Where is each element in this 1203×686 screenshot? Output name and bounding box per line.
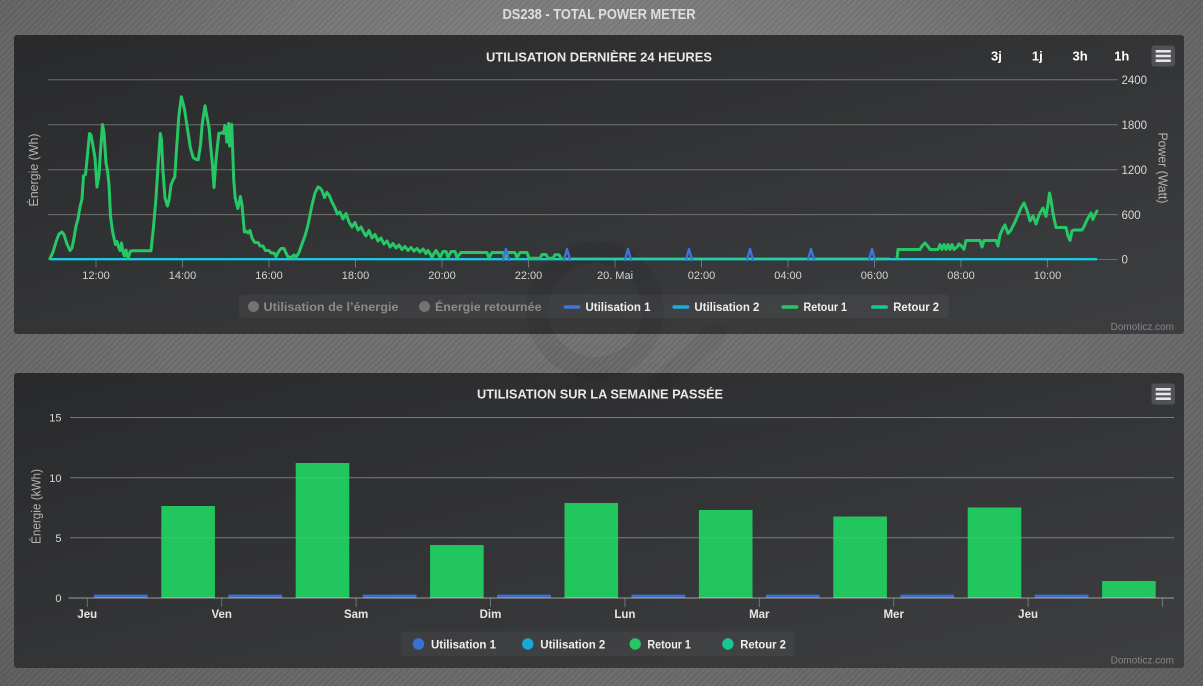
svg-text:Énergie (kWh): Énergie (kWh) — [28, 469, 43, 544]
svg-text:Utilisation 2: Utilisation 2 — [694, 300, 759, 314]
svg-text:Énergie retournée: Énergie retournée — [435, 299, 542, 314]
svg-text:5: 5 — [55, 533, 61, 545]
svg-text:Retour 1: Retour 1 — [647, 637, 691, 651]
svg-text:14:00: 14:00 — [169, 270, 197, 282]
svg-text:Ven: Ven — [211, 609, 231, 621]
svg-text:2400: 2400 — [1122, 75, 1148, 87]
svg-text:18:00: 18:00 — [342, 270, 370, 282]
svg-text:UTILISATION DERNIÈRE 24 HEURES: UTILISATION DERNIÈRE 24 HEURES — [486, 50, 712, 65]
svg-text:1h: 1h — [1114, 49, 1129, 64]
svg-text:0: 0 — [1122, 255, 1128, 267]
svg-text:Lun: Lun — [614, 609, 635, 621]
svg-text:UTILISATION SUR LA SEMAINE PAS: UTILISATION SUR LA SEMAINE PASSÉE — [477, 387, 723, 402]
svg-text:12:00: 12:00 — [82, 270, 110, 282]
svg-text:600: 600 — [1122, 210, 1141, 222]
svg-text:Utilisation de l’énergie: Utilisation de l’énergie — [264, 300, 399, 314]
svg-text:Retour 2: Retour 2 — [893, 300, 939, 314]
svg-text:02:00: 02:00 — [688, 270, 716, 282]
svg-text:04:00: 04:00 — [774, 270, 802, 282]
svg-text:0: 0 — [55, 593, 61, 605]
svg-text:Retour 2: Retour 2 — [740, 637, 786, 651]
svg-text:Utilisation 1: Utilisation 1 — [586, 300, 651, 314]
svg-text:Mar: Mar — [749, 609, 770, 621]
svg-text:22:00: 22:00 — [515, 270, 543, 282]
svg-text:16:00: 16:00 — [255, 270, 283, 282]
svg-text:Utilisation 1: Utilisation 1 — [431, 637, 496, 651]
svg-text:Domoticz.com: Domoticz.com — [1111, 322, 1174, 333]
svg-text:1800: 1800 — [1122, 120, 1148, 132]
svg-text:Mer: Mer — [883, 609, 904, 621]
svg-text:Power (Watt): Power (Watt) — [1156, 133, 1170, 204]
svg-text:Domoticz.com: Domoticz.com — [1111, 656, 1174, 667]
svg-text:10:00: 10:00 — [1034, 270, 1062, 282]
svg-text:15: 15 — [49, 413, 61, 425]
svg-text:3h: 3h — [1073, 49, 1088, 64]
svg-text:Jeu: Jeu — [1018, 609, 1038, 621]
svg-text:10: 10 — [49, 473, 61, 485]
svg-text:Énergie (Wh): Énergie (Wh) — [26, 134, 41, 207]
svg-text:Sam: Sam — [344, 609, 368, 621]
svg-text:DS238 - TOTAL POWER METER: DS238 - TOTAL POWER METER — [503, 6, 696, 23]
svg-text:1j: 1j — [1032, 49, 1043, 64]
svg-text:Jeu: Jeu — [77, 609, 97, 621]
svg-text:08:00: 08:00 — [947, 270, 975, 282]
svg-text:1200: 1200 — [1122, 165, 1148, 177]
svg-text:Utilisation 2: Utilisation 2 — [540, 637, 605, 651]
svg-text:20:00: 20:00 — [428, 270, 456, 282]
svg-text:Dim: Dim — [480, 609, 502, 621]
svg-text:Retour 1: Retour 1 — [804, 300, 848, 314]
svg-text:06:00: 06:00 — [861, 270, 889, 282]
svg-text:20. Mai: 20. Mai — [597, 270, 633, 282]
svg-text:3j: 3j — [991, 49, 1002, 64]
